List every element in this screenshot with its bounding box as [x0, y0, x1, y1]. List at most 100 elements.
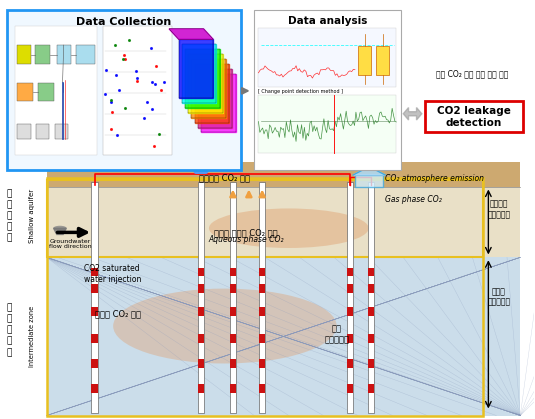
- Bar: [355, 175, 383, 186]
- Point: [132, 75, 141, 81]
- Text: 대기로의 CO₂ 방출: 대기로의 CO₂ 방출: [200, 173, 250, 182]
- Text: CO₂ atmosphere emission: CO₂ atmosphere emission: [385, 174, 484, 183]
- Bar: [347, 384, 353, 393]
- Point: [155, 131, 164, 137]
- Point: [119, 52, 128, 58]
- Bar: [259, 307, 265, 316]
- Bar: [198, 268, 204, 276]
- Bar: [47, 162, 521, 186]
- Point: [102, 67, 111, 73]
- Polygon shape: [179, 39, 213, 98]
- Bar: [230, 307, 236, 316]
- Polygon shape: [185, 49, 219, 108]
- Bar: [368, 384, 374, 393]
- Bar: [47, 178, 483, 416]
- Polygon shape: [192, 59, 226, 117]
- Point: [113, 132, 121, 139]
- Bar: [37, 83, 54, 101]
- Bar: [347, 334, 353, 343]
- Point: [157, 86, 165, 93]
- Text: CO2 leakage
detection: CO2 leakage detection: [437, 106, 511, 128]
- Bar: [358, 46, 371, 75]
- Bar: [57, 45, 71, 64]
- Point: [106, 97, 115, 103]
- Bar: [47, 257, 521, 416]
- Bar: [368, 360, 374, 367]
- Polygon shape: [201, 74, 235, 132]
- Point: [106, 98, 115, 105]
- Bar: [91, 384, 98, 393]
- Text: 알반
수리특성화: 알반 수리특성화: [324, 325, 349, 344]
- Bar: [36, 124, 49, 139]
- Bar: [347, 285, 353, 293]
- Text: Intermediate zone: Intermediate zone: [29, 306, 35, 367]
- Text: 최적 CO₂ 누출 감지 기술 개발: 최적 CO₂ 누출 감지 기술 개발: [436, 70, 509, 78]
- Bar: [103, 26, 172, 155]
- Bar: [368, 285, 374, 293]
- Bar: [347, 307, 353, 316]
- Point: [120, 56, 129, 62]
- Bar: [259, 182, 265, 414]
- Point: [119, 56, 127, 62]
- Point: [147, 45, 155, 52]
- Bar: [259, 268, 265, 276]
- Bar: [368, 307, 374, 316]
- Ellipse shape: [209, 209, 369, 248]
- Point: [159, 78, 168, 85]
- Bar: [230, 334, 236, 343]
- Point: [143, 99, 151, 106]
- Bar: [91, 285, 98, 293]
- Bar: [198, 285, 204, 293]
- Point: [114, 87, 123, 93]
- Bar: [198, 307, 204, 316]
- Text: 단열대 CO₂ 누출: 단열대 CO₂ 누출: [95, 309, 141, 318]
- Point: [140, 115, 148, 122]
- Bar: [17, 83, 33, 101]
- Point: [151, 63, 160, 70]
- Bar: [258, 28, 396, 87]
- Point: [108, 109, 117, 115]
- Bar: [254, 10, 401, 170]
- Polygon shape: [195, 64, 229, 122]
- Polygon shape: [182, 44, 216, 103]
- Point: [106, 126, 115, 132]
- Bar: [91, 360, 98, 367]
- Point: [111, 42, 119, 49]
- Bar: [347, 268, 353, 276]
- Bar: [259, 384, 265, 393]
- Point: [150, 142, 159, 149]
- Polygon shape: [198, 69, 232, 127]
- Text: Aqueous phase CO₂: Aqueous phase CO₂: [209, 235, 284, 244]
- Bar: [91, 268, 98, 276]
- Bar: [259, 360, 265, 367]
- Bar: [259, 285, 265, 293]
- Bar: [14, 26, 97, 155]
- Text: 저
심
도
권
역: 저 심 도 권 역: [6, 189, 12, 243]
- Point: [111, 72, 120, 79]
- Text: 불포화대
수리특성화: 불포화대 수리특성화: [487, 200, 510, 219]
- Bar: [368, 334, 374, 343]
- Point: [148, 79, 157, 86]
- Point: [125, 37, 133, 44]
- Text: 저심도 포화대 CO₂ 누출: 저심도 포화대 CO₂ 누출: [215, 228, 278, 237]
- Bar: [368, 268, 374, 276]
- Bar: [230, 384, 236, 393]
- Bar: [230, 360, 236, 367]
- Bar: [368, 182, 374, 414]
- Bar: [76, 45, 95, 64]
- Bar: [198, 360, 204, 367]
- Bar: [7, 10, 241, 170]
- Bar: [230, 182, 236, 414]
- Text: [ Change point detection method ]: [ Change point detection method ]: [258, 89, 343, 94]
- Polygon shape: [403, 108, 422, 120]
- Polygon shape: [54, 228, 66, 235]
- Ellipse shape: [54, 226, 66, 231]
- Text: [ Simple statistics ]: [ Simple statistics ]: [258, 28, 310, 34]
- Bar: [35, 45, 50, 64]
- Bar: [198, 384, 204, 393]
- Bar: [198, 334, 204, 343]
- Bar: [47, 180, 483, 257]
- Text: Shallow aquifer: Shallow aquifer: [29, 189, 35, 243]
- Text: 중
심
도
권
역: 중 심 도 권 역: [6, 303, 12, 357]
- Text: Data Collection: Data Collection: [76, 17, 171, 27]
